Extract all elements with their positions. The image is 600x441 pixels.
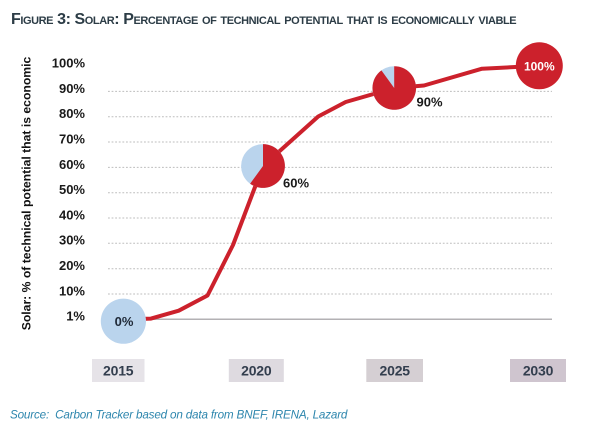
svg-text:Figure 3: Solar: Percentage of: Figure 3: Solar: Percentage of technical… xyxy=(11,11,516,28)
svg-text:0%: 0% xyxy=(115,314,134,329)
svg-text:70%: 70% xyxy=(59,131,85,146)
svg-text:90%: 90% xyxy=(417,95,443,110)
svg-text:2025: 2025 xyxy=(380,363,411,379)
svg-text:60%: 60% xyxy=(59,157,85,172)
svg-text:30%: 30% xyxy=(59,233,85,248)
svg-text:50%: 50% xyxy=(59,182,85,197)
svg-text:60%: 60% xyxy=(283,176,309,191)
svg-text:40%: 40% xyxy=(59,207,85,222)
svg-text:Solar: % of technical potentia: Solar: % of technical potential that is … xyxy=(20,56,34,330)
svg-text:Source: Carbon Tracker based: Source: Carbon Tracker based on data fro… xyxy=(10,409,348,422)
svg-text:1%: 1% xyxy=(66,309,85,324)
svg-text:10%: 10% xyxy=(59,283,85,298)
svg-text:2020: 2020 xyxy=(241,363,272,379)
svg-text:90%: 90% xyxy=(59,81,85,96)
svg-text:2030: 2030 xyxy=(523,363,554,379)
svg-text:2015: 2015 xyxy=(103,363,134,379)
svg-text:100%: 100% xyxy=(52,56,86,71)
svg-text:80%: 80% xyxy=(59,106,85,121)
svg-text:100%: 100% xyxy=(524,59,555,73)
svg-text:20%: 20% xyxy=(59,258,85,273)
